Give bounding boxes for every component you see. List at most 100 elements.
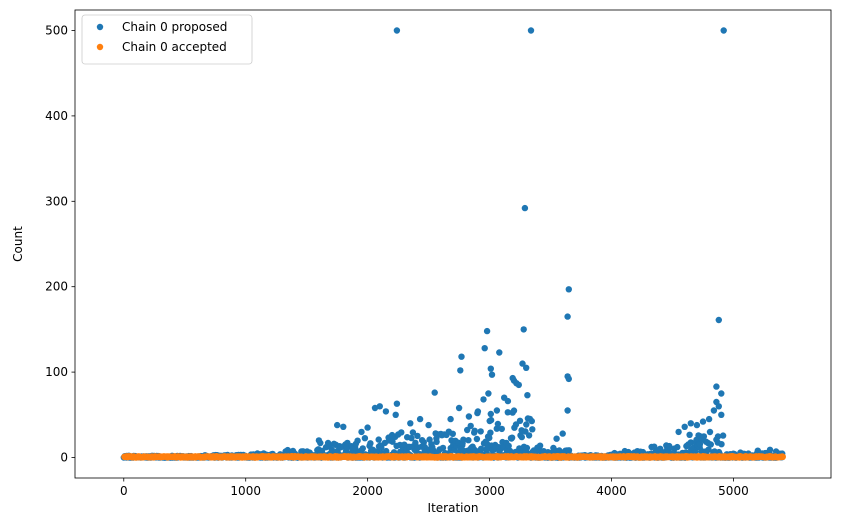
x-tick-label: 0 — [120, 484, 128, 498]
proposed-point — [510, 407, 518, 414]
proposed-point — [458, 353, 465, 360]
plot-frame — [74, 9, 832, 479]
proposed-point — [772, 448, 780, 455]
legend-entry: Chain 0 proposed — [122, 20, 227, 34]
y-tick-label: 400 — [45, 109, 68, 123]
proposed-point — [315, 437, 323, 444]
proposed-point — [359, 445, 366, 452]
proposed-point — [508, 434, 516, 441]
proposed-point — [433, 438, 440, 445]
proposed-point — [523, 364, 530, 371]
proposed-point — [687, 420, 694, 427]
proposed-point — [460, 436, 467, 443]
proposed-point — [431, 389, 438, 396]
axes: 0 1000 2000 3000 4000 5000 0 100 200 300 400 500 Ite… — [11, 9, 832, 515]
proposed-point — [754, 447, 761, 454]
proposed-point — [480, 396, 487, 403]
proposed-point — [536, 442, 544, 449]
proposed-point — [505, 442, 512, 450]
proposed-point — [485, 390, 492, 397]
proposed-point — [699, 418, 707, 425]
proposed-point — [496, 349, 503, 356]
proposed-point — [710, 407, 718, 414]
proposed-point — [473, 435, 481, 443]
proposed-point — [529, 426, 536, 433]
proposed-point — [375, 436, 382, 443]
series-proposed-marks — [120, 27, 786, 461]
proposed-point — [382, 408, 390, 415]
proposed-point — [525, 432, 533, 439]
proposed-point — [487, 365, 494, 372]
proposed-point — [354, 437, 361, 444]
proposed-point — [358, 428, 365, 436]
proposed-point — [487, 416, 495, 424]
proposed-point — [465, 437, 472, 444]
proposed-point — [498, 425, 505, 433]
proposed-point — [484, 445, 491, 453]
proposed-point — [447, 415, 454, 423]
proposed-point — [486, 434, 493, 442]
proposed-point — [392, 411, 399, 418]
proposed-point — [471, 427, 478, 434]
proposed-point — [565, 375, 572, 383]
y-tick-label: 100 — [45, 365, 68, 379]
proposed-point — [477, 428, 484, 435]
proposed-point — [713, 383, 720, 390]
proposed-point — [718, 390, 725, 397]
y-tick-label: 0 — [60, 451, 68, 465]
y-tick-label: 300 — [45, 194, 68, 208]
proposed-point — [681, 423, 688, 430]
proposed-point — [504, 409, 511, 416]
proposed-point — [686, 431, 693, 438]
proposed-point — [666, 442, 673, 450]
proposed-point — [519, 360, 526, 367]
proposed-point — [700, 433, 708, 440]
legend-marker — [96, 23, 104, 31]
proposed-point — [521, 204, 529, 212]
proposed-point — [439, 444, 447, 452]
proposed-point — [524, 392, 531, 399]
proposed-point — [559, 430, 566, 437]
proposed-point — [457, 367, 464, 374]
proposed-point — [465, 413, 473, 420]
proposed-point — [361, 435, 369, 442]
proposed-point — [504, 397, 512, 405]
proposed-point — [564, 313, 571, 320]
proposed-point — [389, 438, 396, 445]
proposed-point — [367, 440, 374, 447]
y-axis-label: Count — [11, 226, 25, 262]
proposed-point — [412, 439, 419, 446]
y-tick-label: 200 — [45, 280, 68, 294]
proposed-point — [414, 432, 421, 440]
proposed-point — [523, 421, 530, 428]
proposed-point — [553, 435, 560, 442]
proposed-point — [766, 446, 774, 453]
proposed-point — [393, 27, 401, 34]
x-axis-label: Iteration — [428, 501, 479, 515]
proposed-point — [455, 404, 463, 412]
proposed-point — [719, 432, 727, 439]
proposed-point — [393, 400, 401, 407]
proposed-point — [564, 407, 571, 414]
proposed-point — [687, 439, 695, 446]
proposed-point — [520, 326, 527, 333]
proposed-point — [516, 417, 524, 424]
proposed-point — [420, 439, 427, 446]
proposed-point — [398, 429, 405, 436]
legend-marker — [96, 43, 104, 51]
proposed-point — [334, 421, 341, 429]
proposed-point — [528, 417, 535, 425]
proposed-point — [409, 429, 417, 436]
x-tick-label: 1000 — [230, 484, 261, 498]
proposed-point — [483, 327, 491, 335]
proposed-point — [449, 430, 456, 437]
proposed-point — [527, 27, 535, 34]
proposed-point — [373, 448, 381, 455]
legend-box — [81, 14, 253, 65]
proposed-point — [376, 403, 383, 410]
proposed-point — [565, 447, 573, 454]
proposed-point — [494, 420, 502, 428]
proposed-point — [707, 441, 714, 448]
proposed-point — [705, 415, 713, 423]
